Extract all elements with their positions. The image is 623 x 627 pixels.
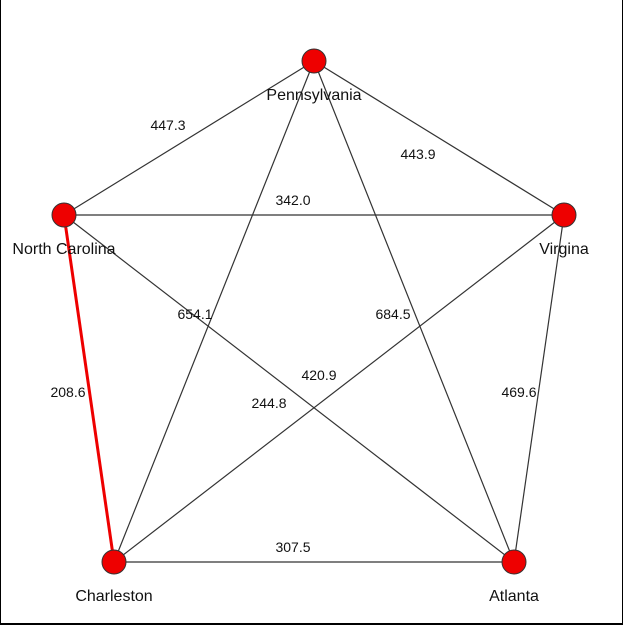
edge-pa-va [313, 60, 565, 216]
edge-label-nc-ch: 208.6 [50, 384, 85, 400]
node-label-atlanta: Atlanta [489, 588, 539, 605]
edge-label-ch-at: 307.5 [275, 539, 310, 555]
edge-nc-at [63, 214, 515, 563]
edge-label-pa-at: 684.5 [375, 306, 410, 322]
node-label-north-carolina: North Carolina [12, 241, 115, 258]
node-charleston[interactable] [101, 549, 127, 575]
edge-label-pa-ch: 654.1 [177, 306, 212, 322]
edge-label-nc-at: 420.9 [301, 367, 336, 383]
edge-label-pa-va: 443.9 [400, 146, 435, 162]
node-north-carolina[interactable] [51, 202, 77, 228]
node-label-virgina: Virgina [539, 241, 589, 258]
node-atlanta[interactable] [501, 549, 527, 575]
edge-label-nc-pa: 447.3 [150, 117, 185, 133]
edge-label-va-ch: 244.8 [251, 395, 286, 411]
node-pennsylvania[interactable] [301, 48, 327, 74]
node-virgina[interactable] [551, 202, 577, 228]
edge-pa-at [313, 60, 515, 563]
edge-va-ch [113, 214, 565, 563]
edge-label-va-at: 469.6 [501, 384, 536, 400]
edge-label-nc-va: 342.0 [275, 192, 310, 208]
node-label-charleston: Charleston [75, 588, 152, 605]
node-label-pennsylvania: Pennsylvania [266, 87, 361, 104]
edge-pa-ch [113, 60, 315, 563]
edge-nc-ch [62, 214, 116, 563]
edge-nc-pa [63, 60, 315, 216]
edge-va-at [513, 214, 565, 563]
